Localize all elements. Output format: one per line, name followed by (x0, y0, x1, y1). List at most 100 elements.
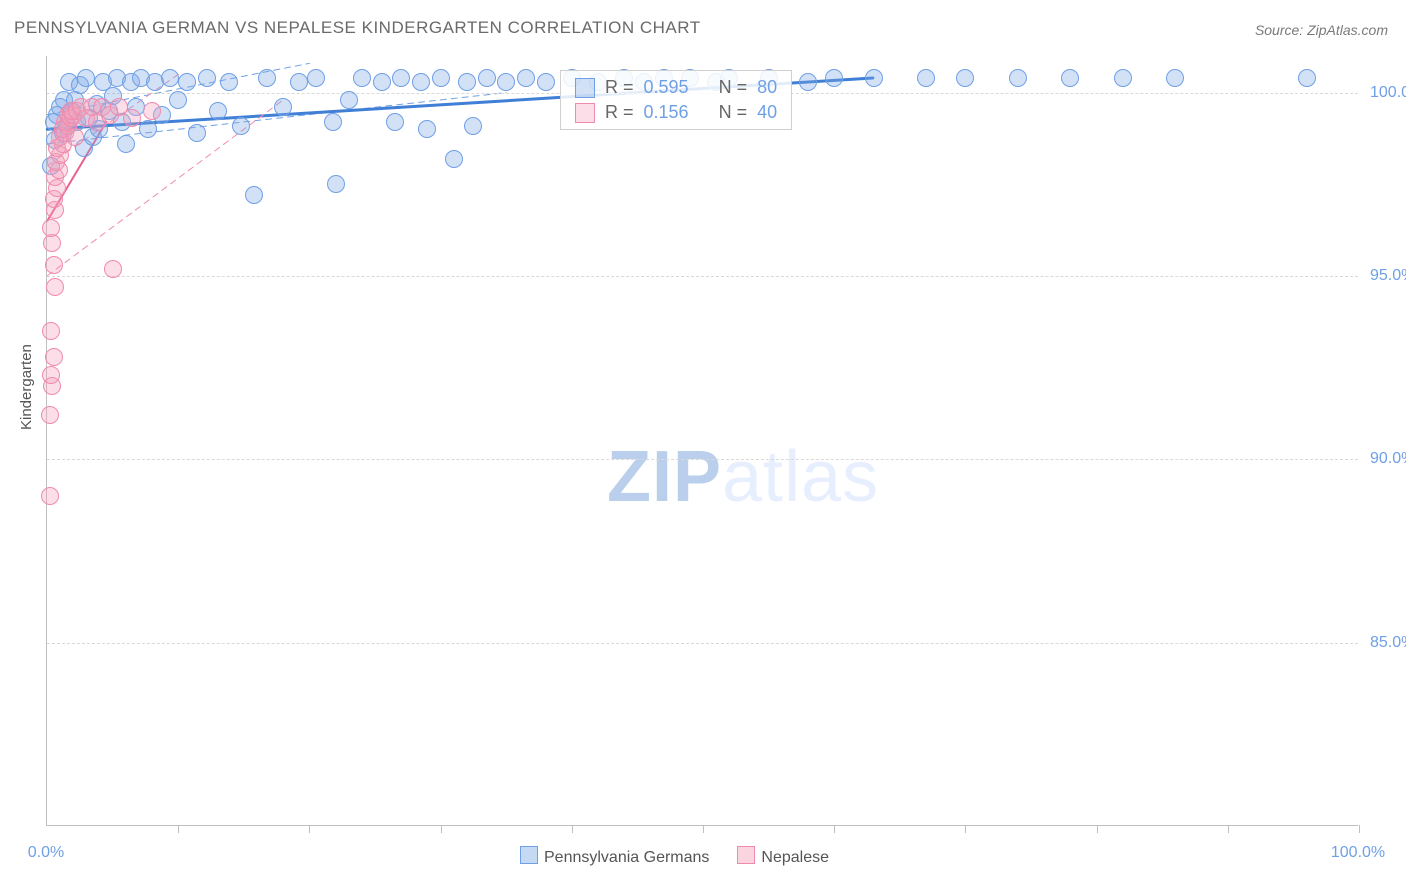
scatter-point (497, 73, 515, 91)
stats-swatch (575, 78, 595, 98)
scatter-point (161, 69, 179, 87)
scatter-point (327, 175, 345, 193)
legend-label: Pennsylvania Germans (544, 849, 709, 866)
scatter-point (537, 73, 555, 91)
gridline-h (47, 276, 1358, 277)
scatter-point (324, 113, 342, 131)
scatter-point (220, 73, 238, 91)
x-tick (178, 825, 179, 833)
scatter-point (42, 366, 60, 384)
scatter-point (373, 73, 391, 91)
stats-row: R = 0.156 N = 40 (561, 100, 791, 125)
x-tick (965, 825, 966, 833)
scatter-point (274, 98, 292, 116)
stats-r-label: R = (605, 102, 634, 123)
y-tick-label: 85.0% (1360, 634, 1406, 652)
stats-swatch (575, 103, 595, 123)
scatter-point (45, 256, 63, 274)
scatter-point (209, 102, 227, 120)
x-tick (1228, 825, 1229, 833)
scatter-point (143, 102, 161, 120)
legend-bottom: Pennsylvania Germans Nepalese (520, 846, 829, 867)
trend-lines-layer (47, 56, 1358, 825)
x-tick (834, 825, 835, 833)
scatter-point (307, 69, 325, 87)
scatter-point (46, 278, 64, 296)
stats-row: R = 0.595 N = 80 (561, 75, 791, 100)
scatter-point (77, 69, 95, 87)
stats-r-value: 0.156 (644, 102, 689, 123)
scatter-point (198, 69, 216, 87)
scatter-point (45, 348, 63, 366)
scatter-point (41, 406, 59, 424)
watermark-strong: ZIP (607, 437, 722, 517)
scatter-point (42, 219, 60, 237)
x-tick (441, 825, 442, 833)
y-tick-label: 95.0% (1360, 267, 1406, 285)
scatter-point (41, 487, 59, 505)
scatter-point (412, 73, 430, 91)
scatter-point (392, 69, 410, 87)
watermark: ZIPatlas (607, 436, 879, 518)
scatter-point (188, 124, 206, 142)
scatter-point (799, 73, 817, 91)
x-tick-label: 0.0% (28, 844, 64, 862)
scatter-point (139, 120, 157, 138)
stats-n-value: 40 (757, 102, 777, 123)
scatter-point (1298, 69, 1316, 87)
scatter-point (445, 150, 463, 168)
scatter-point (917, 69, 935, 87)
scatter-point (1009, 69, 1027, 87)
stats-box: R = 0.595 N = 80 R = 0.156 N = 40 (560, 70, 792, 130)
stats-n-value: 80 (757, 77, 777, 98)
y-tick-label: 100.0% (1360, 84, 1406, 102)
scatter-point (865, 69, 883, 87)
legend-swatch (737, 846, 755, 864)
scatter-point (232, 117, 250, 135)
scatter-point (464, 117, 482, 135)
scatter-point (517, 69, 535, 87)
scatter-point (42, 322, 60, 340)
scatter-point (123, 109, 141, 127)
stats-n-label: N = (719, 102, 748, 123)
scatter-point (178, 73, 196, 91)
plot-area: ZIPatlas 85.0%90.0%95.0%100.0% (46, 56, 1358, 826)
x-tick (309, 825, 310, 833)
scatter-point (825, 69, 843, 87)
scatter-point (340, 91, 358, 109)
scatter-point (458, 73, 476, 91)
scatter-point (117, 135, 135, 153)
y-tick-label: 90.0% (1360, 450, 1406, 468)
legend-item: Nepalese (737, 846, 829, 867)
gridline-h (47, 643, 1358, 644)
scatter-point (290, 73, 308, 91)
scatter-point (353, 69, 371, 87)
chart-title: PENNSYLVANIA GERMAN VS NEPALESE KINDERGA… (14, 18, 701, 38)
scatter-point (245, 186, 263, 204)
stats-r-value: 0.595 (644, 77, 689, 98)
y-axis-label: Kindergarten (18, 344, 35, 430)
scatter-point (956, 69, 974, 87)
x-tick-label: 100.0% (1331, 844, 1385, 862)
x-tick (1097, 825, 1098, 833)
stats-r-label: R = (605, 77, 634, 98)
scatter-point (1166, 69, 1184, 87)
scatter-point (104, 260, 122, 278)
scatter-point (418, 120, 436, 138)
scatter-point (169, 91, 187, 109)
x-tick (1359, 825, 1360, 833)
scatter-point (258, 69, 276, 87)
scatter-point (1114, 69, 1132, 87)
scatter-point (478, 69, 496, 87)
x-tick (572, 825, 573, 833)
stats-n-label: N = (719, 77, 748, 98)
scatter-point (386, 113, 404, 131)
gridline-h (47, 459, 1358, 460)
legend-label: Nepalese (761, 849, 829, 866)
scatter-point (1061, 69, 1079, 87)
scatter-point (66, 128, 84, 146)
source-label: Source: ZipAtlas.com (1255, 22, 1388, 38)
legend-swatch (520, 846, 538, 864)
scatter-point (432, 69, 450, 87)
x-tick (703, 825, 704, 833)
